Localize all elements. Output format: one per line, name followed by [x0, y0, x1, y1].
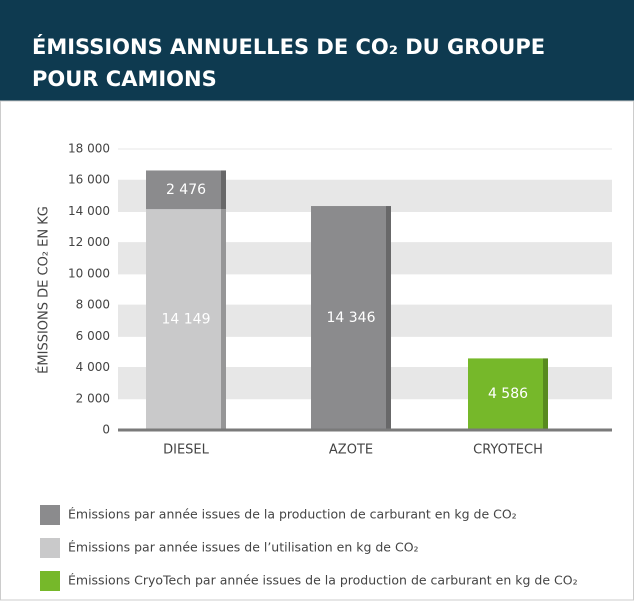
bar-edge	[543, 358, 548, 430]
y-tick-label: 12 000	[68, 235, 110, 249]
value-label: 14 149	[162, 312, 211, 328]
value-label: 14 346	[327, 310, 376, 326]
header	[0, 0, 634, 101]
chart-title: ÉMISSIONS ANNUELLES DE CO₂ DU GROUPE POUR…	[32, 34, 545, 91]
legend-swatch	[40, 571, 60, 591]
bar-edge	[221, 209, 226, 430]
y-tick-label: 10 000	[68, 266, 110, 280]
y-tick-label: 14 000	[68, 204, 110, 218]
bar-segment	[146, 209, 226, 430]
value-label: 2 476	[166, 182, 206, 198]
y-tick-label: 18 000	[68, 142, 110, 156]
y-tick-label: 4 000	[76, 360, 110, 374]
bar-segment	[146, 170, 226, 210]
legend-label: Émissions par année issues de la product…	[68, 507, 517, 522]
y-tick-label: 16 000	[68, 173, 110, 187]
value-label: 4 586	[488, 386, 528, 402]
bar-edge	[386, 206, 391, 430]
y-axis-label: ÉMISSIONS DE CO₂ EN KG	[36, 206, 52, 374]
y-tick-label: 0	[102, 423, 110, 437]
bar-segment	[311, 206, 391, 430]
legend-label: Émissions par année issues de l’utilisat…	[68, 540, 419, 555]
x-tick-label: CRYOTECH	[473, 443, 543, 458]
x-tick-label: AZOTE	[329, 443, 373, 458]
y-tick-label: 8 000	[76, 298, 110, 312]
legend-swatch	[40, 538, 60, 558]
x-tick-label: DIESEL	[163, 443, 210, 458]
legend-label: Émissions CryoTech par année issues de l…	[68, 573, 578, 588]
bar-segment	[468, 358, 548, 430]
y-tick-label: 6 000	[76, 329, 110, 343]
bar-edge	[221, 170, 226, 210]
y-tick-label: 2 000	[76, 391, 110, 405]
legend-swatch	[40, 505, 60, 525]
